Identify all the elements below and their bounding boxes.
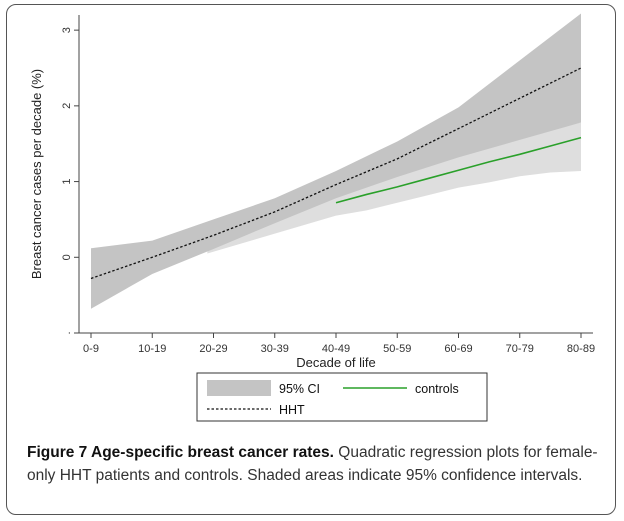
y-tick-label: . <box>61 331 73 334</box>
y-tick-label: 3 <box>61 27 73 33</box>
legend-hht-label: HHT <box>279 403 305 417</box>
x-tick-label: 20-29 <box>199 343 227 355</box>
figure-caption: Figure 7 Age-specific breast cancer rate… <box>27 441 617 487</box>
legend-controls-label: controls <box>415 382 459 396</box>
x-tick-label: 60-69 <box>444 343 472 355</box>
tick-labels: . 0 1 2 3 0-9 10-19 20-29 30-39 40-49 50-59 60-69 70… <box>61 27 595 355</box>
y-tick-label: 2 <box>61 103 73 109</box>
ci-bands <box>91 13 581 309</box>
caption-body: Quadratic regression plots for female-on… <box>27 444 598 484</box>
y-tick-label: 1 <box>61 179 73 185</box>
controls-line <box>335 136 582 204</box>
series-lines <box>90 67 582 280</box>
x-tick-label: 10-19 <box>138 343 166 355</box>
y-axis-label: Breast cancer cases per decade (%) <box>29 69 44 279</box>
x-tick-label: 80-89 <box>567 343 595 355</box>
x-tick-label: 40-49 <box>322 343 350 355</box>
x-tick-label: 0-9 <box>83 343 99 355</box>
x-tick-label: 70-79 <box>506 343 534 355</box>
figure-frame: . 0 1 2 3 0-9 10-19 20-29 30-39 40-49 50-59 60-69 70… <box>6 4 616 515</box>
y-tick-label: 0 <box>61 254 73 260</box>
legend: 95% CI controls HHT <box>196 372 488 422</box>
hht-ci-band <box>91 13 581 309</box>
x-axis-label: Decade of life <box>296 355 376 370</box>
legend-ci-swatch <box>207 380 271 396</box>
legend-ci-label: 95% CI <box>279 382 320 396</box>
caption-lead: Figure 7 Age-specific breast cancer rate… <box>27 444 334 461</box>
x-tick-label: 50-59 <box>383 343 411 355</box>
axes <box>74 15 593 338</box>
hht-line <box>90 67 582 280</box>
x-tick-label: 30-39 <box>261 343 289 355</box>
chart-svg: . 0 1 2 3 0-9 10-19 20-29 30-39 40-49 50-59 60-69 70… <box>29 13 595 422</box>
